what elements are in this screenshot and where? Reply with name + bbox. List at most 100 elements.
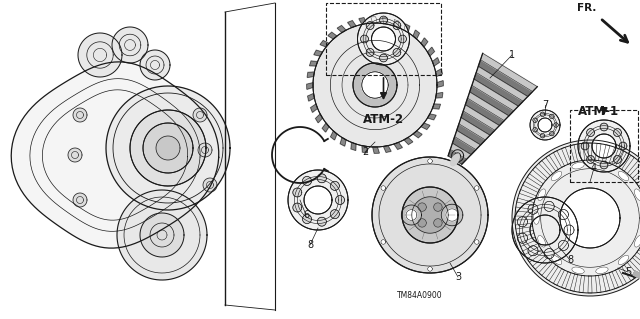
Polygon shape bbox=[68, 148, 82, 162]
Polygon shape bbox=[528, 204, 538, 214]
Polygon shape bbox=[528, 246, 538, 256]
Polygon shape bbox=[468, 92, 509, 121]
Polygon shape bbox=[550, 114, 554, 119]
Polygon shape bbox=[533, 118, 538, 122]
Polygon shape bbox=[454, 130, 481, 150]
Polygon shape bbox=[478, 60, 532, 96]
Polygon shape bbox=[446, 209, 458, 221]
Ellipse shape bbox=[533, 212, 540, 224]
Text: 2: 2 bbox=[362, 147, 368, 157]
Ellipse shape bbox=[572, 267, 584, 274]
Text: 3: 3 bbox=[455, 272, 461, 282]
Polygon shape bbox=[544, 201, 554, 211]
Polygon shape bbox=[399, 35, 406, 43]
Ellipse shape bbox=[618, 171, 628, 181]
Polygon shape bbox=[314, 50, 323, 56]
Polygon shape bbox=[73, 108, 87, 122]
Polygon shape bbox=[474, 240, 479, 244]
Polygon shape bbox=[418, 219, 426, 227]
Polygon shape bbox=[474, 186, 479, 190]
Polygon shape bbox=[554, 123, 558, 127]
Polygon shape bbox=[317, 174, 326, 183]
Polygon shape bbox=[404, 137, 413, 145]
Polygon shape bbox=[437, 81, 443, 87]
Text: 1: 1 bbox=[509, 50, 515, 60]
Polygon shape bbox=[448, 149, 467, 164]
Polygon shape bbox=[433, 104, 440, 109]
Polygon shape bbox=[362, 72, 388, 98]
Polygon shape bbox=[421, 38, 428, 47]
Text: ATM-2: ATM-2 bbox=[363, 113, 404, 126]
Polygon shape bbox=[340, 137, 346, 146]
Ellipse shape bbox=[618, 255, 628, 264]
Polygon shape bbox=[434, 219, 442, 227]
Polygon shape bbox=[441, 204, 463, 226]
Text: 7: 7 bbox=[542, 100, 548, 110]
Polygon shape bbox=[433, 58, 439, 66]
Ellipse shape bbox=[551, 171, 562, 181]
Polygon shape bbox=[366, 22, 374, 29]
Text: ATM-1: ATM-1 bbox=[579, 105, 620, 118]
Polygon shape bbox=[587, 129, 595, 137]
Polygon shape bbox=[106, 86, 230, 210]
Polygon shape bbox=[323, 123, 329, 132]
Ellipse shape bbox=[551, 255, 562, 264]
Ellipse shape bbox=[596, 267, 608, 274]
Polygon shape bbox=[592, 134, 616, 158]
Polygon shape bbox=[380, 54, 387, 62]
Polygon shape bbox=[530, 110, 560, 140]
Polygon shape bbox=[474, 72, 523, 106]
Polygon shape bbox=[402, 187, 458, 243]
Polygon shape bbox=[560, 188, 620, 248]
Polygon shape bbox=[434, 203, 442, 211]
Polygon shape bbox=[381, 186, 386, 190]
Polygon shape bbox=[366, 48, 374, 56]
Text: 4: 4 bbox=[591, 163, 597, 173]
Polygon shape bbox=[360, 35, 369, 43]
Polygon shape bbox=[130, 110, 206, 186]
Polygon shape bbox=[383, 17, 388, 24]
Polygon shape bbox=[412, 197, 448, 233]
Polygon shape bbox=[288, 170, 348, 230]
Polygon shape bbox=[418, 203, 426, 211]
Text: 8: 8 bbox=[307, 240, 313, 250]
Polygon shape bbox=[78, 33, 122, 77]
Polygon shape bbox=[372, 147, 380, 153]
Polygon shape bbox=[428, 267, 433, 271]
Polygon shape bbox=[303, 215, 312, 224]
Polygon shape bbox=[140, 50, 170, 80]
Polygon shape bbox=[481, 53, 538, 92]
Polygon shape bbox=[371, 17, 377, 23]
Polygon shape bbox=[198, 143, 212, 157]
Polygon shape bbox=[358, 13, 410, 65]
Polygon shape bbox=[117, 190, 207, 280]
Polygon shape bbox=[463, 105, 500, 130]
Polygon shape bbox=[140, 213, 184, 257]
Polygon shape bbox=[436, 93, 443, 98]
Polygon shape bbox=[307, 83, 313, 89]
Polygon shape bbox=[457, 124, 485, 145]
Polygon shape bbox=[317, 217, 326, 226]
Polygon shape bbox=[383, 145, 391, 152]
Polygon shape bbox=[380, 16, 387, 24]
Polygon shape bbox=[393, 22, 401, 29]
Polygon shape bbox=[451, 143, 471, 159]
Polygon shape bbox=[203, 178, 217, 192]
Bar bbox=[570, 110, 638, 182]
Polygon shape bbox=[452, 150, 463, 162]
Polygon shape bbox=[406, 210, 417, 220]
Polygon shape bbox=[413, 30, 419, 39]
Polygon shape bbox=[428, 114, 436, 120]
Polygon shape bbox=[330, 210, 339, 219]
Polygon shape bbox=[530, 215, 560, 245]
Ellipse shape bbox=[634, 235, 640, 247]
Polygon shape bbox=[193, 108, 207, 122]
Polygon shape bbox=[600, 123, 608, 131]
Polygon shape bbox=[404, 24, 410, 33]
Polygon shape bbox=[517, 217, 527, 227]
Polygon shape bbox=[581, 142, 589, 150]
Text: 6: 6 bbox=[303, 210, 309, 220]
Polygon shape bbox=[564, 225, 574, 235]
Polygon shape bbox=[517, 233, 527, 243]
Polygon shape bbox=[335, 196, 344, 204]
